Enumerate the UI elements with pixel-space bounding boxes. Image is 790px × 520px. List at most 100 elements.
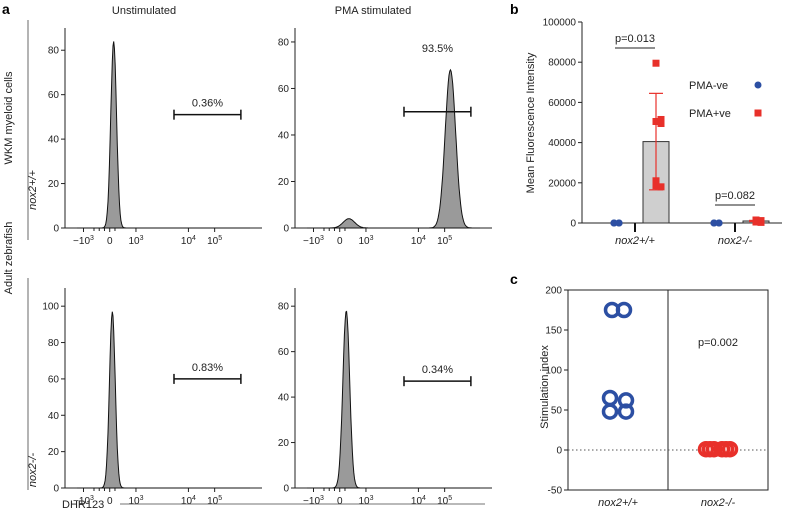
gate-percent-label: 0.34% <box>422 364 453 376</box>
y-tick-label: 20 <box>48 179 60 190</box>
category-label: nox2+/+ <box>598 497 638 509</box>
x-tick-label: 104 <box>411 495 426 507</box>
data-point <box>617 403 635 420</box>
y-tick-label: 20 <box>278 438 290 449</box>
y-tick-label: 0 <box>570 219 576 230</box>
legend-label: PMA-ve <box>689 80 728 92</box>
x-tick-label: 0 <box>107 496 113 507</box>
xlabel-dhr123: DHR123 <box>62 499 104 511</box>
x-tick-label: 0 <box>107 236 113 247</box>
data-point-pma-pos <box>657 183 665 191</box>
x-tick-label: 103 <box>358 495 373 507</box>
y-tick-label: 0 <box>283 484 289 495</box>
data-point-pma-ve <box>710 219 718 227</box>
data-point <box>601 389 619 407</box>
y-tick-label: 60 <box>48 374 60 385</box>
panel-a-letter: a <box>2 1 10 17</box>
data-point-pma-pos <box>652 59 660 67</box>
histogram-area <box>76 311 251 489</box>
data-point-pma-pos <box>657 120 665 128</box>
y-tick-label: 80000 <box>548 58 576 69</box>
y-tick-label: 100 <box>42 302 59 313</box>
x-tick-label: 103 <box>128 235 143 247</box>
y-tick-label: 40000 <box>548 138 576 149</box>
bar-chart-mfi: 0 20000 40000 60000 80000 100000 nox2+/+ nox2-/… <box>543 18 782 247</box>
x-tick-label: 105 <box>437 235 452 247</box>
x-tick-label: −103 <box>303 235 324 247</box>
histogram-wt-unstimulated: 0 20 40 60 80 −103 0 103 104 105 0.36% <box>48 28 262 247</box>
ylabel-adult-zebrafish: Adult zebrafish <box>3 222 15 295</box>
x-tick-label: 0 <box>337 496 343 507</box>
data-point-pma-pos <box>752 218 760 226</box>
histogram-ko-pma: 0 20 40 60 80 −103 0 103 104 105 0.34% <box>278 288 492 507</box>
histogram-ko-unstimulated: 0 20 40 60 80 100 −103 0 103 104 105 0.83% <box>42 288 262 507</box>
x-tick-label: 0 <box>337 236 343 247</box>
y-tick-label: 0 <box>556 446 562 457</box>
x-tick-label: −103 <box>303 495 324 507</box>
histogram-wt-pma: 0 20 40 60 80 −103 0 103 104 105 93.5% <box>278 28 492 247</box>
data-point <box>717 440 735 458</box>
y-tick-label: 40 <box>278 130 290 141</box>
gate-percent-label: 0.83% <box>192 362 223 374</box>
ylabel-mfi: Mean Fluorescence Intensity <box>525 52 537 193</box>
ylabel-stimulation-index: Stimulation index <box>539 345 551 429</box>
y-tick-label: 100 <box>545 366 562 377</box>
y-tick-label: -50 <box>548 486 563 497</box>
panel-b-letter: b <box>510 1 519 17</box>
histogram-area <box>76 41 251 229</box>
y-tick-label: 0 <box>53 484 59 495</box>
x-tick-label: 103 <box>128 495 143 507</box>
ylabel-wkm-myeloid: WKM myeloid cells <box>3 71 15 164</box>
y-tick-label: 0 <box>53 224 59 235</box>
x-tick-label: 104 <box>181 495 196 507</box>
data-point-pma-pos <box>652 182 660 190</box>
data-point-pma-pos <box>657 115 665 123</box>
scatter-stimulation-index: -50 0 50 100 150 200 nox2+/+ nox2-/- p=0.002 <box>545 286 769 509</box>
p-value-ko: p=0.082 <box>715 190 755 202</box>
data-point <box>701 440 719 458</box>
y-tick-label: 60 <box>48 90 60 101</box>
data-point-pma-ve <box>715 219 723 227</box>
y-tick-label: 60 <box>278 347 290 358</box>
legend-marker-circle <box>754 81 762 89</box>
y-tick-label: 50 <box>551 406 563 417</box>
y-tick-label: 20 <box>278 177 290 188</box>
row-label-nox2-wt: nox2+/+ <box>27 170 39 210</box>
data-point <box>601 403 619 420</box>
y-tick-label: 80 <box>48 338 60 349</box>
y-tick-label: 40 <box>48 411 60 422</box>
y-tick-label: 40 <box>48 135 60 146</box>
gate-percent-label: 0.36% <box>192 98 223 110</box>
histogram-area <box>306 310 481 489</box>
y-tick-label: 80 <box>48 46 60 57</box>
y-tick-label: 20 <box>48 447 60 458</box>
x-tick-label: 104 <box>411 235 426 247</box>
data-point-pma-ve <box>615 219 623 227</box>
gate-percent-label: 93.5% <box>422 43 453 55</box>
row-label-group: Adult zebrafish WKM myeloid cells nox2+/… <box>3 20 39 490</box>
y-tick-label: 200 <box>545 286 562 297</box>
category-label: nox2-/- <box>701 497 736 509</box>
data-point-pma-ve <box>610 219 618 227</box>
y-tick-label: 80 <box>278 37 290 48</box>
p-value-wt: p=0.013 <box>615 33 655 45</box>
x-tick-label: 104 <box>181 235 196 247</box>
y-tick-label: 150 <box>545 326 562 337</box>
data-point-pma-pos <box>757 218 765 226</box>
y-tick-label: 60000 <box>548 98 576 109</box>
x-tick-label: −103 <box>73 495 94 507</box>
x-tick-label: 105 <box>437 495 452 507</box>
category-label: nox2-/- <box>718 235 753 247</box>
category-label: nox2+/+ <box>615 235 655 247</box>
y-tick-label: 40 <box>278 393 290 404</box>
y-tick-label: 100000 <box>543 18 577 29</box>
x-tick-label: −103 <box>73 235 94 247</box>
y-tick-label: 20000 <box>548 178 576 189</box>
data-point-pma-pos <box>652 177 660 185</box>
x-tick-label: 105 <box>207 495 222 507</box>
legend-marker-square <box>754 109 762 117</box>
data-point <box>615 301 633 319</box>
panel-c-letter: c <box>510 271 518 287</box>
p-value: p=0.002 <box>698 337 738 349</box>
